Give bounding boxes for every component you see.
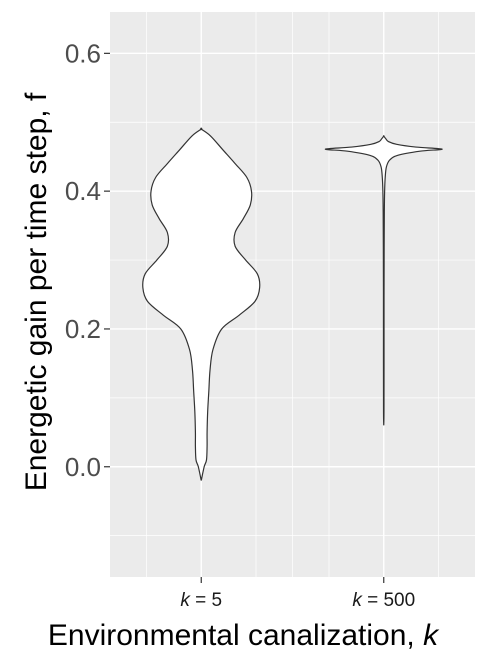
y-tick-label: 0.0 (65, 452, 101, 482)
x-tick-label-value: = 5 (190, 590, 222, 611)
y-tick-label: 0.2 (65, 314, 101, 344)
y-tick-label: 0.4 (65, 176, 101, 206)
y-axis-tick-labels: 0.0 0.2 0.4 0.6 (65, 38, 101, 481)
x-tick-label-variable: k (180, 590, 191, 611)
x-tick-label-value: = 500 (362, 590, 415, 611)
y-axis-title: Energetic gain per time step, f (20, 92, 53, 491)
x-axis-ticks (200, 577, 385, 583)
x-axis-title: Environmental canalization, k (48, 619, 440, 652)
violins (142, 127, 443, 481)
x-tick-label: k = 5 (180, 590, 222, 611)
x-tick-label: k = 500 (352, 590, 415, 611)
y-axis-ticks (104, 52, 110, 468)
y-tick-label: 0.6 (65, 38, 101, 68)
x-tick-label-variable: k (352, 590, 363, 611)
violin-k-5 (142, 127, 261, 481)
violin-k-500 (324, 135, 443, 426)
x-axis-title-variable: k (423, 619, 440, 652)
x-axis-title-text: Environmental canalization, (48, 619, 423, 652)
